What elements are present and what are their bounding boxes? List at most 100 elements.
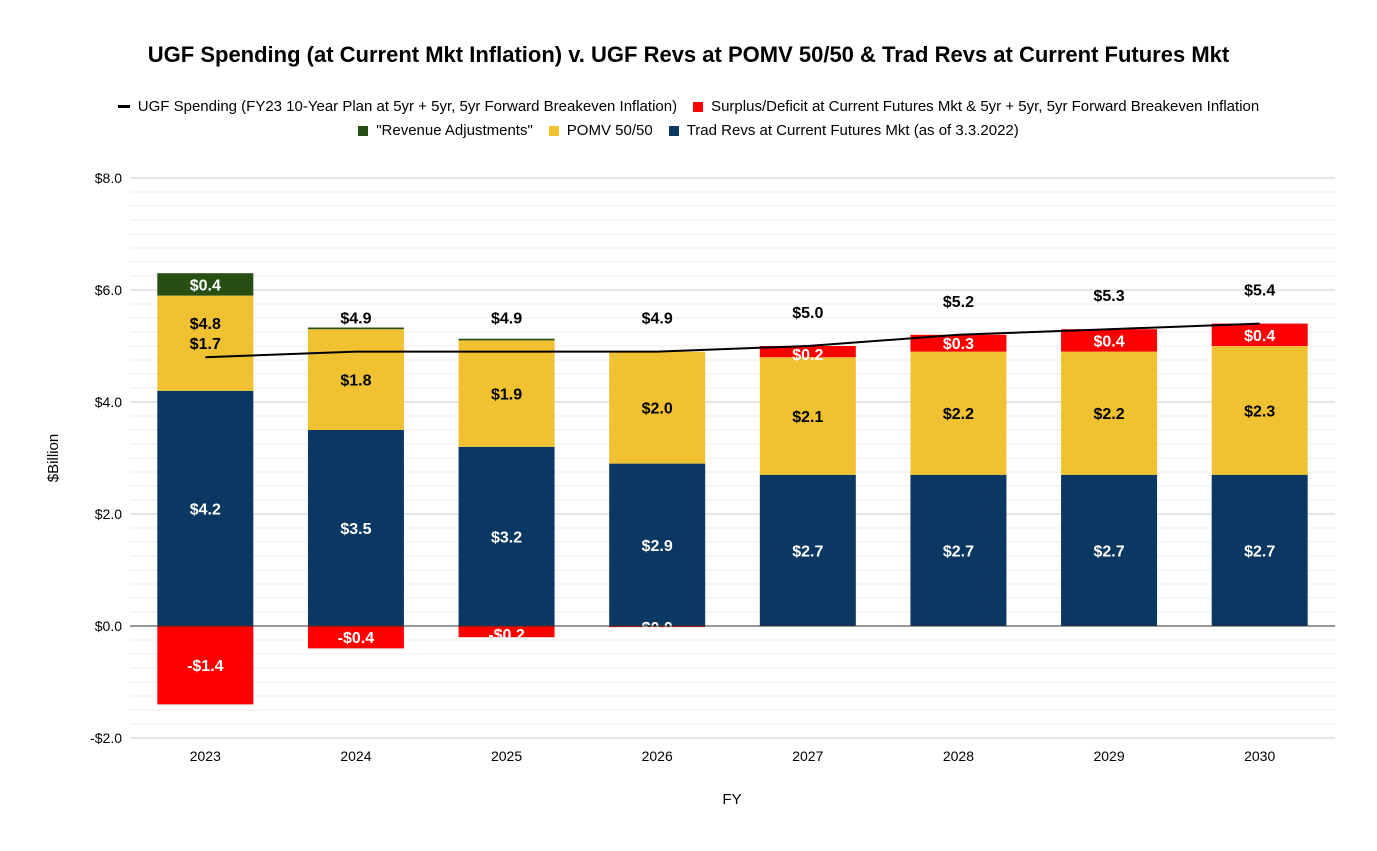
bar-data-label: $2.2	[1093, 406, 1124, 423]
bar-data-label: $1.7	[190, 336, 221, 353]
bar-trad-revs-at-current-fut	[307, 430, 404, 626]
bar-revenue-adjustments	[157, 273, 254, 296]
spending-data-label: $5.0	[792, 305, 823, 322]
bar-data-label: $0.0	[642, 620, 673, 637]
legend-swatch-revenue-adjustments	[358, 125, 369, 136]
bar-data-label: $0.4	[1244, 328, 1275, 345]
bar-data-label: $0.2	[792, 347, 823, 364]
bar-trad-revs-at-current-fut	[910, 474, 1007, 626]
y-tick-label: $0.0	[95, 618, 122, 634]
bar-data-label: $2.1	[792, 409, 823, 426]
bar-surplus-deficit-at-curre	[609, 626, 706, 628]
legend-label-revenue-adjustments: "Revenue Adjustments"	[376, 122, 533, 139]
bar-pomv-50-50	[910, 351, 1007, 475]
bar-pomv-50-50	[759, 357, 856, 475]
bar-pomv-50-50	[307, 329, 404, 430]
bar-trad-revs-at-current-fut	[759, 474, 856, 626]
x-tick-label: 2024	[340, 748, 371, 764]
bar-data-label: $0.4	[190, 277, 221, 294]
bar-trad-revs-at-current-fut	[458, 446, 555, 626]
bar-pomv-50-50	[1061, 351, 1158, 475]
x-tick-label: 2025	[491, 748, 522, 764]
bar-trad-revs-at-current-fut	[609, 463, 706, 626]
bar-trad-revs-at-current-fut	[1211, 474, 1308, 626]
y-tick-label: -$2.0	[90, 730, 122, 746]
bar-revenue-adjustments	[458, 338, 555, 341]
bar-data-label: $1.9	[491, 387, 522, 404]
bar-data-label: $2.9	[642, 538, 673, 555]
bar-trad-revs-at-current-fut	[157, 390, 254, 626]
legend-item-spending[interactable]: UGF Spending (FY23 10-Year Plan at 5yr +…	[117, 98, 678, 115]
spending-data-label: $4.9	[491, 311, 522, 328]
legend-label-trad-revs: Trad Revs at Current Futures Mkt (as of …	[686, 122, 1019, 139]
y-tick-label: $4.0	[95, 394, 122, 410]
bar-trad-revs-at-current-fut	[1061, 474, 1158, 626]
legend-row-1: UGF Spending (FY23 10-Year Plan at 5yr +…	[0, 98, 1377, 115]
axis-layer: -$2.0 $0.0 $2.0 $4.0 $6.0 $8.0 2023 2024 2025 202…	[45, 170, 1335, 808]
bar-surplus-deficit-at-curre	[759, 346, 856, 358]
bar-data-label: $2.7	[943, 543, 974, 560]
spending-line	[205, 322, 1260, 359]
bar-data-label: $2.0	[642, 401, 673, 418]
bar-data-label: $3.2	[491, 529, 522, 546]
y-tick-label: $8.0	[95, 170, 122, 186]
bar-data-label: $2.7	[792, 543, 823, 560]
bar-pomv-50-50	[458, 340, 555, 447]
spending-line-layer	[205, 322, 1260, 359]
bar-data-label: -$1.4	[187, 658, 224, 675]
x-tick-label: 2026	[642, 748, 673, 764]
bar-data-label: $2.2	[943, 406, 974, 423]
bar-pomv-50-50	[157, 295, 254, 391]
y-tick-label: $6.0	[95, 282, 122, 298]
x-tick-label: 2028	[943, 748, 974, 764]
spending-data-label: $5.2	[943, 294, 974, 311]
bar-surplus-deficit-at-curre	[1211, 323, 1308, 346]
bar-surplus-deficit-at-curre	[910, 334, 1007, 352]
legend-label-pomv: POMV 50/50	[566, 122, 653, 139]
legend-row-2: "Revenue Adjustments" POMV 50/50 Trad Re…	[0, 122, 1377, 139]
bar-revenue-adjustments	[307, 327, 404, 330]
legend-swatch-trad-revs	[668, 125, 679, 136]
y-tick-label: $2.0	[95, 506, 122, 522]
bar-surplus-deficit-at-curre	[458, 626, 555, 638]
legend-item-trad-revs[interactable]: Trad Revs at Current Futures Mkt (as of …	[668, 122, 1019, 139]
bar-surplus-deficit-at-curre	[307, 626, 404, 649]
legend-label-spending: UGF Spending (FY23 10-Year Plan at 5yr +…	[137, 98, 678, 115]
bar-surplus-deficit-at-curre	[157, 626, 254, 705]
bar-data-label: $0.4	[1093, 333, 1124, 350]
bar-data-label: $3.5	[340, 521, 371, 538]
bar-surplus-deficit-at-curre	[1061, 329, 1158, 352]
legend-item-surplus[interactable]: Surplus/Deficit at Current Futures Mkt &…	[693, 98, 1259, 115]
bar-data-label: $4.2	[190, 501, 221, 518]
bar-pomv-50-50	[1211, 346, 1308, 475]
x-tick-label: 2030	[1244, 748, 1275, 764]
spending-data-label: $4.9	[340, 311, 371, 328]
bar-layer	[157, 273, 1308, 705]
data-label-layer: $4.2 $1.7 $0.4 -$1.4 $3.5 $1.8 -$0.4 $3.2 $1.9 -$…	[187, 277, 1275, 675]
spending-data-label: $5.4	[1244, 283, 1275, 300]
y-axis-title: $Billion	[45, 434, 62, 482]
legend-swatch-surplus	[693, 101, 704, 112]
legend-item-revenue-adjustments[interactable]: "Revenue Adjustments"	[358, 122, 533, 139]
x-tick-label: 2023	[190, 748, 221, 764]
legend-swatch-pomv	[548, 125, 559, 136]
bar-data-label: $2.7	[1093, 543, 1124, 560]
bar-data-label: -$0.2	[488, 627, 525, 644]
bar-data-label: $2.7	[1244, 543, 1275, 560]
bar-data-label: $2.3	[1244, 403, 1275, 420]
bar-data-label: $1.8	[340, 373, 371, 390]
x-tick-label: 2029	[1093, 748, 1124, 764]
bar-data-label: $0.3	[943, 336, 974, 353]
legend-swatch-spending	[117, 105, 130, 108]
spending-data-label: $5.3	[1093, 288, 1124, 305]
bar-pomv-50-50	[609, 351, 706, 464]
spending-data-label: $4.9	[642, 311, 673, 328]
chart-title: UGF Spending (at Current Mkt Inflation) …	[147, 42, 1230, 67]
x-tick-label: 2027	[792, 748, 823, 764]
bar-data-label: -$0.4	[338, 630, 375, 647]
legend-label-surplus: Surplus/Deficit at Current Futures Mkt &…	[711, 98, 1260, 115]
spending-data-label: $4.8	[190, 316, 221, 333]
legend-item-pomv[interactable]: POMV 50/50	[548, 122, 653, 139]
x-axis-title: FY	[722, 791, 741, 808]
